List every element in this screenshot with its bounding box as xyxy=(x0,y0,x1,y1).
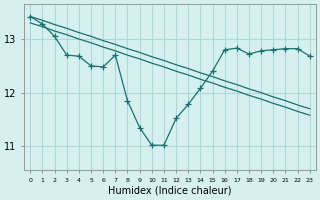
X-axis label: Humidex (Indice chaleur): Humidex (Indice chaleur) xyxy=(108,186,232,196)
